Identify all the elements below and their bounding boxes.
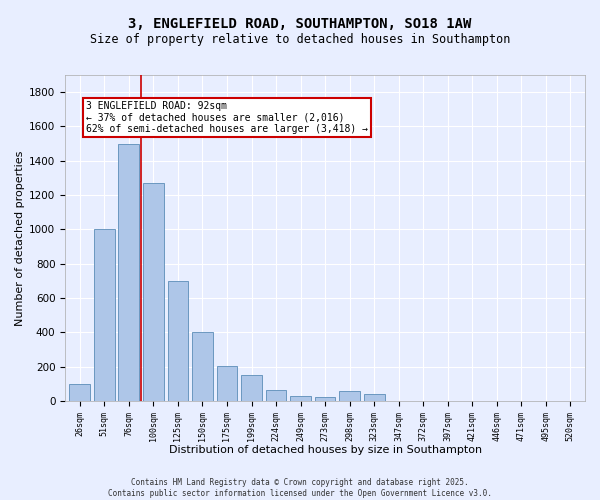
Bar (167, 281, 188, 401)
Bar (118, 144, 139, 401)
Text: Contains HM Land Registry data © Crown copyright and database right 2025.
Contai: Contains HM Land Registry data © Crown c… (108, 478, 492, 498)
Bar (339, 391, 360, 401)
Text: 3, ENGLEFIELD ROAD, SOUTHAMPTON, SO18 1AW: 3, ENGLEFIELD ROAD, SOUTHAMPTON, SO18 1A… (128, 18, 472, 32)
Bar (217, 366, 238, 401)
Text: 3 ENGLEFIELD ROAD: 92sqm
← 37% of detached houses are smaller (2,016)
62% of sem: 3 ENGLEFIELD ROAD: 92sqm ← 37% of detach… (86, 101, 368, 134)
Bar (70, 384, 90, 401)
Bar (192, 332, 213, 401)
Text: Size of property relative to detached houses in Southampton: Size of property relative to detached ho… (90, 32, 510, 46)
Bar (266, 390, 286, 401)
Bar (364, 394, 385, 401)
Bar (290, 396, 311, 401)
Bar (143, 183, 164, 401)
Bar (314, 397, 335, 401)
Y-axis label: Number of detached properties: Number of detached properties (15, 150, 25, 326)
Bar (241, 374, 262, 401)
X-axis label: Distribution of detached houses by size in Southampton: Distribution of detached houses by size … (169, 445, 482, 455)
Bar (94, 230, 115, 401)
